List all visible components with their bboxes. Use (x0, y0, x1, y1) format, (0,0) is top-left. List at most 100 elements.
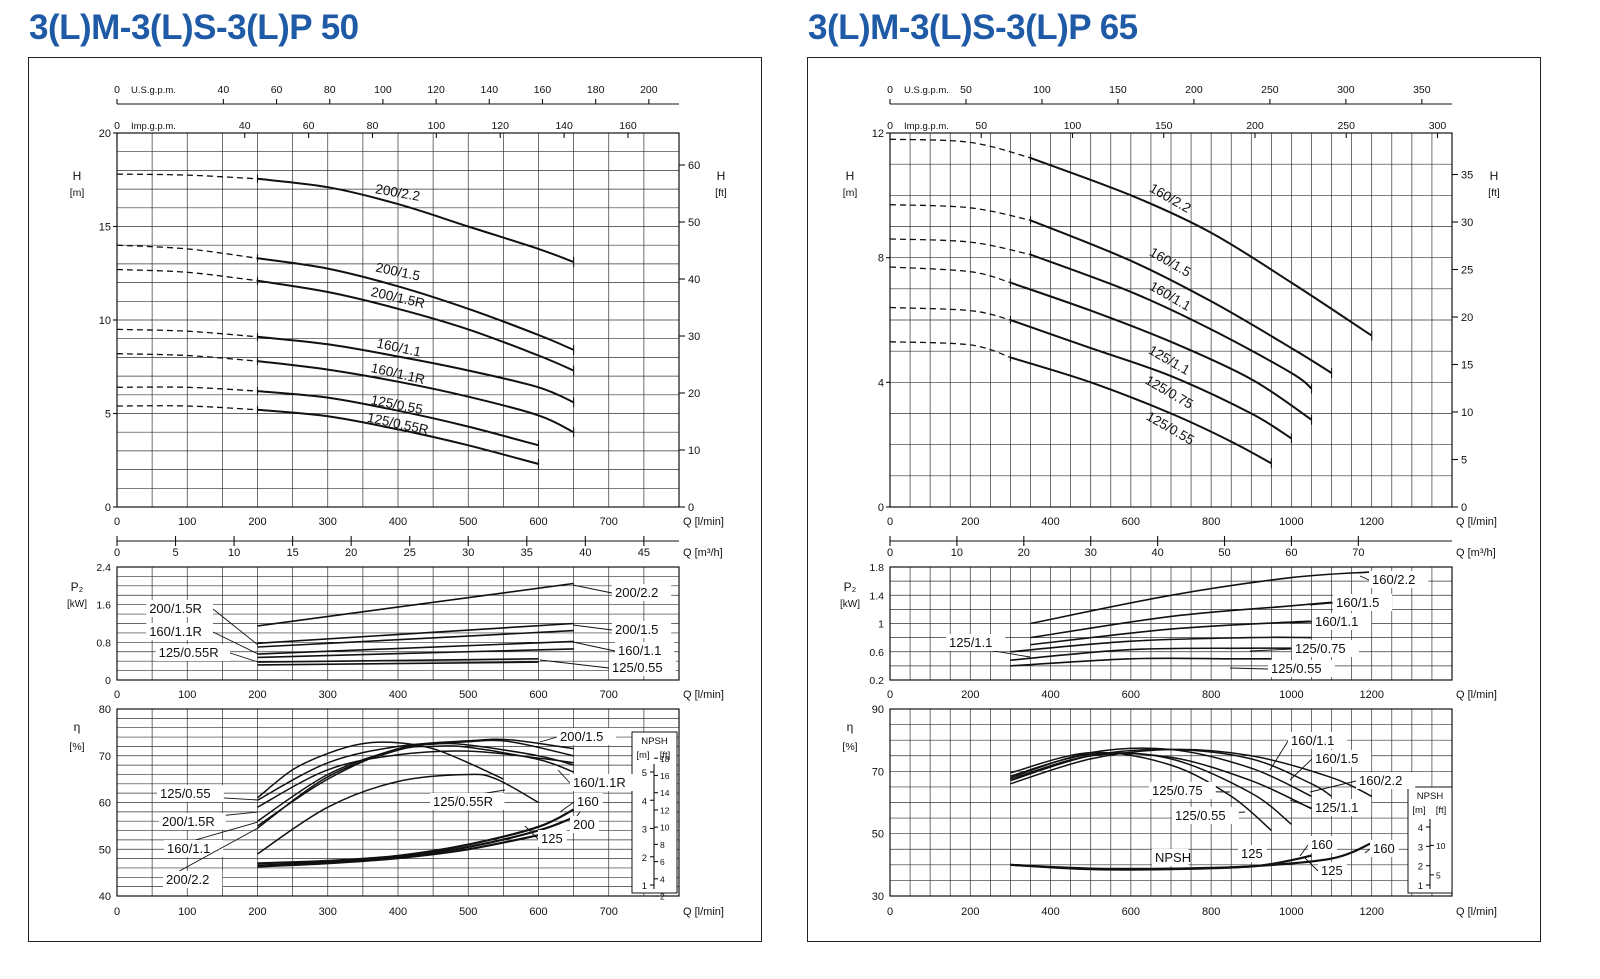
eff-x-tick-label: 100 (178, 906, 196, 918)
eff-label-200-1.5R-bg (159, 813, 226, 830)
eff-label-125-leader (524, 825, 539, 840)
power-x-unit: Q [l/min] (683, 689, 724, 701)
npsh-label-160-a-bg (1308, 836, 1337, 853)
power-x-tick-label: 500 (459, 689, 477, 701)
power-label-200-1.5R: 200/1.5R (149, 601, 202, 616)
usgpm-axis-label: U.S.g.p.m. (904, 85, 949, 96)
npsh-m-unit: [m] (636, 750, 649, 761)
usgpm-tick-label: 140 (481, 84, 499, 96)
eff-label-160-1.1R-bg (570, 774, 637, 791)
head-curve-125/0.55 (1010, 356, 1272, 465)
head-curve-125/1.1 (1010, 281, 1313, 421)
npsh-m-unit: [m] (1412, 805, 1425, 816)
impgpm-tick-label: 80 (367, 120, 379, 132)
m3h-tick-label: 5 (172, 547, 178, 559)
power-label-160-1.5-leader (1309, 602, 1334, 606)
eff-curve-125/0.55R (257, 773, 539, 855)
impgpm-tick-label: 100 (428, 120, 446, 132)
usgpm-tick-label: 300 (1337, 84, 1355, 96)
npsh-curve-160 (257, 808, 575, 865)
eff-x-tick-label: 600 (1122, 906, 1140, 918)
power-x-unit: Q [l/min] (1456, 689, 1497, 701)
head-curve-125/0.75-dashed (889, 306, 1011, 321)
m3h-tick-label: 70 (1352, 547, 1364, 559)
power-label-160-1.1-bg (1312, 613, 1372, 630)
power-y-tick-label: 0.6 (869, 647, 884, 659)
eff-label-125-1.1: 125/1.1 (1315, 800, 1358, 815)
impgpm-tick-label: 0 (887, 120, 893, 132)
eff-x-tick-label: 300 (319, 906, 337, 918)
power-label-125-0.55-bg (609, 659, 676, 676)
head-ft-label: H (717, 169, 726, 183)
head-curve-125/0.55R-dashed (116, 405, 258, 411)
m3h-tick-label: 40 (1151, 547, 1163, 559)
m3h-tick-label: 25 (404, 547, 416, 559)
eff-x-tick-label: 800 (1202, 906, 1220, 918)
eff-x-tick-label: 500 (459, 906, 477, 918)
head-curve-160/1.5 (1030, 219, 1333, 374)
eff-y-tick-label: 50 (99, 844, 111, 856)
power-curve-160/1.5 (1030, 601, 1332, 639)
npsh-label-160-b: 160 (1373, 841, 1395, 856)
head-y-tick-label: 10 (99, 315, 111, 327)
head-ft-tick-label: 50 (688, 217, 700, 229)
impgpm-axis-label: Imp.g.p.m. (131, 121, 176, 132)
eff-y-tick-label: 90 (872, 704, 884, 716)
power-y-tick-label: 1.6 (96, 600, 111, 612)
npsh-curve-125 (257, 834, 539, 868)
head-ft-tick-label: 0 (688, 502, 694, 514)
head-x-tick-label: 200 (961, 516, 979, 528)
power-x-tick-label: 1200 (1359, 689, 1383, 701)
head-x-tick-label: 1200 (1359, 516, 1383, 528)
power-curve-125/0.55 (1010, 657, 1272, 667)
npsh-curve-label: NPSH (1155, 850, 1191, 865)
usgpm-tick-label: 160 (534, 84, 552, 96)
power-curve-125/1.1 (1010, 636, 1312, 653)
usgpm-tick-label: 100 (374, 84, 392, 96)
head-ft-unit: [ft] (715, 187, 727, 199)
eff-label-160-1.5-leader (1289, 758, 1313, 781)
head-curve-160/2.2-dashed (889, 138, 1031, 159)
head-y-tick-label: 15 (99, 222, 111, 234)
power-y-unit: [kW] (840, 599, 860, 610)
eff-label-160-leader (559, 801, 575, 813)
eff-curve-160/1.1 (257, 742, 574, 822)
power-label-160-1.5-bg (1333, 594, 1393, 611)
usgpm-tick-label: 350 (1413, 84, 1431, 96)
eff-x-unit: Q [l/min] (1456, 906, 1497, 918)
impgpm-tick-label: 40 (239, 120, 251, 132)
power-label-200-1.5: 200/1.5 (615, 622, 658, 637)
eff-curve-160/2.2 (1010, 748, 1373, 797)
head-y-tick-label: 8 (878, 253, 884, 265)
m3h-tick-label: 10 (951, 547, 963, 559)
impgpm-tick-label: 300 (1429, 120, 1447, 132)
usgpm-tick-label: 100 (1033, 84, 1051, 96)
power-label-125-0.55R: 125/0.55R (159, 645, 219, 660)
head-y-unit: [m] (843, 187, 858, 199)
power-label-125-1.1: 125/1.1 (949, 635, 992, 650)
head-x-unit: Q [l/min] (1456, 516, 1497, 528)
chart-title-50: 3(L)M-3(L)S-3(L)P 50 (29, 8, 359, 47)
npsh-label-125-b-leader (1304, 857, 1319, 872)
impgpm-tick-label: 250 (1337, 120, 1355, 132)
npsh-title: NPSH (1417, 791, 1444, 802)
head-curve-160/1.1 (257, 335, 575, 404)
power-label-200-1.5-bg (612, 621, 672, 638)
npsh-m-tick-label: 1 (642, 881, 647, 892)
eff-label-125-bg (538, 830, 567, 847)
npsh-ft-tick-label: 14 (660, 788, 670, 798)
power-y-tick-label: 2.4 (96, 562, 111, 574)
eff-x-tick-label: 1000 (1279, 906, 1303, 918)
m3h-tick-label: 15 (287, 547, 299, 559)
eff-label-125-0.55: 125/0.55 (1175, 808, 1226, 823)
eff-x-tick-label: 200 (961, 906, 979, 918)
power-label-125-0.55-leader (539, 659, 610, 669)
head-curve-160/1.5-dashed (889, 204, 1031, 221)
head-curve-label: 160/2.2 (1147, 180, 1194, 216)
power-y-tick-label: 0 (105, 675, 111, 687)
power-frame (889, 566, 1453, 681)
npsh-label-160-a-leader (1299, 844, 1309, 857)
head-curve-200/1.5 (257, 257, 574, 351)
power-curve-160/2.2 (1030, 571, 1372, 625)
head-ft-tick-label: 40 (688, 274, 700, 286)
